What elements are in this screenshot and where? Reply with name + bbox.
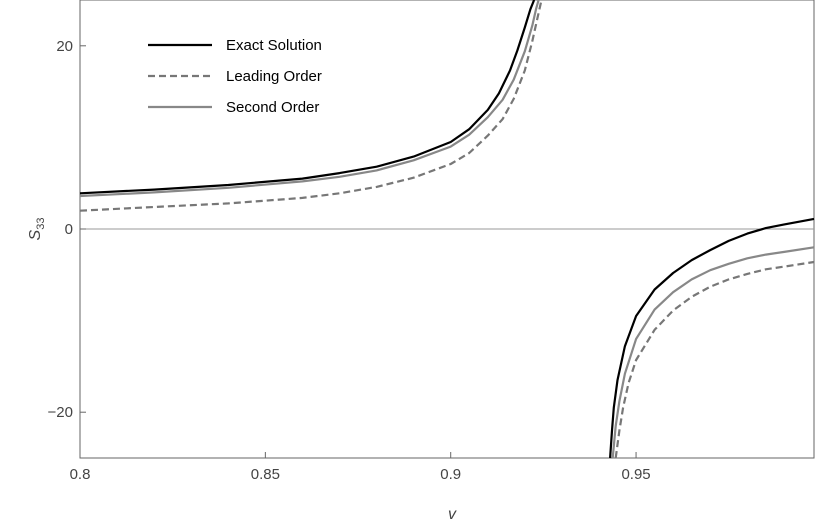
y-axis-title: S33 xyxy=(27,218,47,241)
legend-label: Exact Solution xyxy=(226,37,322,54)
legend-label: Second Order xyxy=(226,99,319,116)
y-tick-label: 20 xyxy=(56,38,73,55)
x-tick-label: 0.9 xyxy=(440,466,461,483)
y-tick-label: 0 xyxy=(65,221,73,238)
x-axis-title: v xyxy=(448,506,457,523)
legend-label: Leading Order xyxy=(226,68,322,85)
x-tick-label: 0.8 xyxy=(70,466,91,483)
y-axis-title-base: S xyxy=(27,229,44,240)
series-line-exact-solution xyxy=(609,217,815,459)
series-line-leading-order xyxy=(614,260,815,459)
series-line-leading-order xyxy=(79,0,543,212)
x-tick-label: 0.85 xyxy=(251,466,280,483)
series-line-second-order xyxy=(79,0,540,198)
series-line-exact-solution xyxy=(79,0,536,195)
y-axis-title-subscript: 33 xyxy=(35,218,47,230)
y-tick-label: −20 xyxy=(48,404,73,421)
series-line-second-order xyxy=(611,246,815,459)
x-tick-label: 0.95 xyxy=(621,466,650,483)
